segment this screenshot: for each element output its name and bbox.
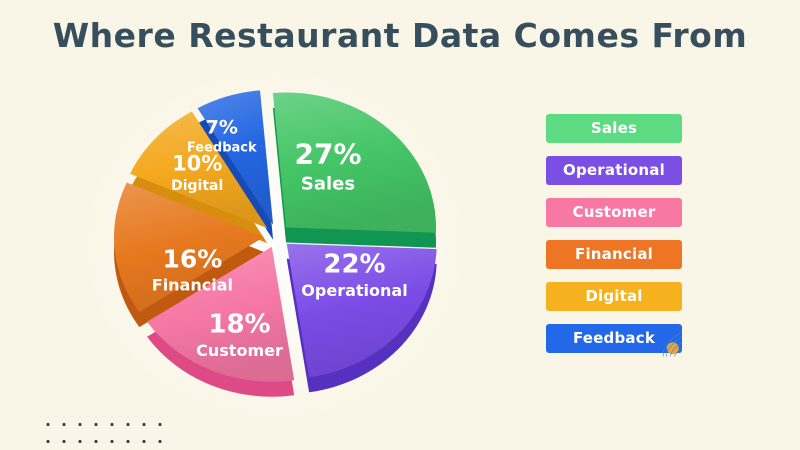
corner-circle	[666, 342, 679, 355]
pie-label-name-sales: Sales	[301, 173, 355, 194]
pie-label-percent-operational: 22%	[323, 250, 385, 280]
legend-item-financial: Financial	[546, 240, 682, 269]
pie-label-percent-digital: 10%	[172, 152, 222, 176]
legend: Sales Operational Customer Financial Digital…	[546, 114, 682, 353]
pie-label-percent-financial: 16%	[162, 245, 222, 274]
legend-item-operational: Operational	[546, 156, 682, 185]
pie-label-percent-sales: 27%	[294, 138, 361, 171]
pie-slice-customer	[147, 246, 295, 382]
pie-label-name-operational: Operational	[301, 281, 407, 300]
pie-label-name-feedback: Feedback	[187, 141, 257, 156]
pie-slice-financial	[114, 182, 265, 313]
pie-label-name-digital: Digital	[171, 178, 223, 194]
corner-decoration	[662, 332, 682, 357]
legend-item-digital: Digital	[546, 282, 682, 311]
pie-slice-operational	[286, 243, 437, 378]
pie-label-percent-feedback: 7%	[206, 117, 238, 139]
pie-slice-digital	[130, 111, 268, 229]
legend-item-customer: Customer	[546, 198, 682, 227]
legend-item-sales: Sales	[546, 114, 682, 143]
legend-item-feedback: Feedback	[546, 324, 682, 353]
page-title: Where Restaurant Data Comes From	[52, 16, 748, 55]
pie-chart: 27%Sales 22%Operational 18%Customer 16% Fina…	[114, 90, 437, 397]
dots-decoration	[40, 416, 168, 450]
wave-lines-icon	[662, 332, 682, 357]
pie-label-name-customer: Customer	[196, 341, 283, 360]
pie-label-name-financial: Financial	[152, 276, 233, 295]
pie-label-percent-customer: 18%	[208, 310, 270, 340]
pie-slice-sales	[272, 92, 437, 233]
pie-slice-feedback	[197, 90, 274, 225]
